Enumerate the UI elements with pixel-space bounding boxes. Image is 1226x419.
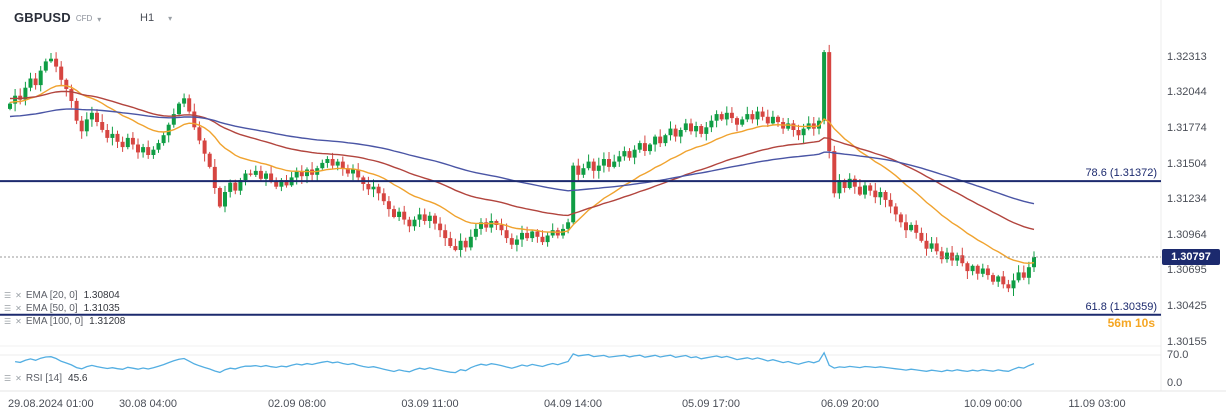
- ema-50-line: [9, 90, 1035, 231]
- time-axis-label: 29.08.2024 01:00: [8, 398, 94, 410]
- time-axis-label: 04.09 14:00: [543, 398, 603, 410]
- indicator-label: EMA [50, 0]: [25, 303, 78, 314]
- instrument-type-badge: CFD: [75, 14, 93, 23]
- indicator-legend-ema100: ☰ ✕ EMA [100, 0] 1.31208: [4, 316, 125, 327]
- price-axis-label: 1.31504: [1167, 157, 1207, 170]
- price-axis-label: 1.30964: [1167, 228, 1207, 241]
- price-axis-label: 1.31234: [1167, 193, 1207, 206]
- indicator-label: EMA [100, 0]: [25, 316, 84, 327]
- indicator-label: EMA [20, 0]: [25, 290, 78, 301]
- indicator-legend-rsi: ☰ ✕ RSI [14] 45.6: [4, 373, 87, 384]
- candles-layer: [8, 44, 1036, 296]
- timeframe-label: H1: [140, 12, 155, 24]
- time-axis-label: 30.08 04:00: [118, 398, 178, 410]
- close-icon[interactable]: ✕: [15, 303, 22, 313]
- price-axis-label: 1.30695: [1167, 264, 1207, 277]
- chevron-down-icon: ▾: [168, 13, 173, 23]
- time-axis-label: 05.09 17:00: [681, 398, 741, 410]
- ema-20-line: [9, 84, 1035, 265]
- time-axis-label: 03.09 11:00: [401, 398, 459, 410]
- close-icon[interactable]: ✕: [15, 316, 22, 326]
- indicator-value: 1.31035: [83, 303, 120, 314]
- indicator-legend-ema20: ☰ ✕ EMA [20, 0] 1.30804: [4, 290, 120, 301]
- indicator-legend-ema50: ☰ ✕ EMA [50, 0] 1.31035: [4, 303, 120, 314]
- price-axis-label: 1.30425: [1167, 300, 1207, 313]
- indicator-label: RSI [14]: [25, 373, 63, 384]
- price-axis-label: 1.32313: [1167, 51, 1207, 63]
- rsi-axis-label: 70.0: [1167, 349, 1189, 361]
- settings-icon[interactable]: ☰: [4, 373, 12, 383]
- settings-icon[interactable]: ☰: [4, 290, 12, 300]
- indicator-value: 1.31208: [89, 316, 126, 327]
- candle-countdown: 56m 10s: [1107, 316, 1155, 330]
- time-axis-label: 02.09 08:00: [267, 398, 327, 410]
- indicator-value: 1.30804: [83, 290, 120, 301]
- timeframe-selector[interactable]: H1 ▾: [140, 12, 172, 24]
- time-axis-label: 11.09 03:00: [1068, 398, 1126, 410]
- rsi-line: [14, 351, 1035, 374]
- time-axis-label: 10.09 00:00: [963, 398, 1023, 410]
- fib-level-label: 61.8 (1.30359): [1085, 300, 1157, 313]
- settings-icon[interactable]: ☰: [4, 316, 12, 326]
- rsi-axis-label: 0.0: [1167, 377, 1183, 389]
- close-icon[interactable]: ✕: [15, 373, 22, 383]
- symbol-name: GBPUSD: [14, 10, 71, 25]
- time-axis[interactable]: 29.08.2024 01:00 30.08 04:00 02.09 08:00 03…: [0, 396, 1226, 414]
- settings-icon[interactable]: ☰: [4, 303, 12, 313]
- time-axis-label: 06.09 20:00: [820, 398, 880, 410]
- indicator-value: 45.6: [68, 373, 88, 384]
- close-icon[interactable]: ✕: [15, 290, 22, 300]
- price-axis-label: 1.32044: [1167, 86, 1207, 99]
- ema-100-line: [9, 108, 1035, 205]
- symbol-selector[interactable]: GBPUSD CFD ▾: [14, 10, 101, 25]
- price-axis-label: 1.30155: [1167, 335, 1207, 348]
- current-price-tag: 1.30797: [1162, 249, 1220, 265]
- price-axis[interactable]: 1.32313 1.32044 1.31774 1.31504 1.31234 1.309…: [1161, 0, 1226, 391]
- chevron-down-icon: ▾: [97, 15, 102, 24]
- price-axis-label: 1.31774: [1167, 122, 1207, 135]
- fib-level-label: 78.6 (1.31372): [1085, 167, 1157, 180]
